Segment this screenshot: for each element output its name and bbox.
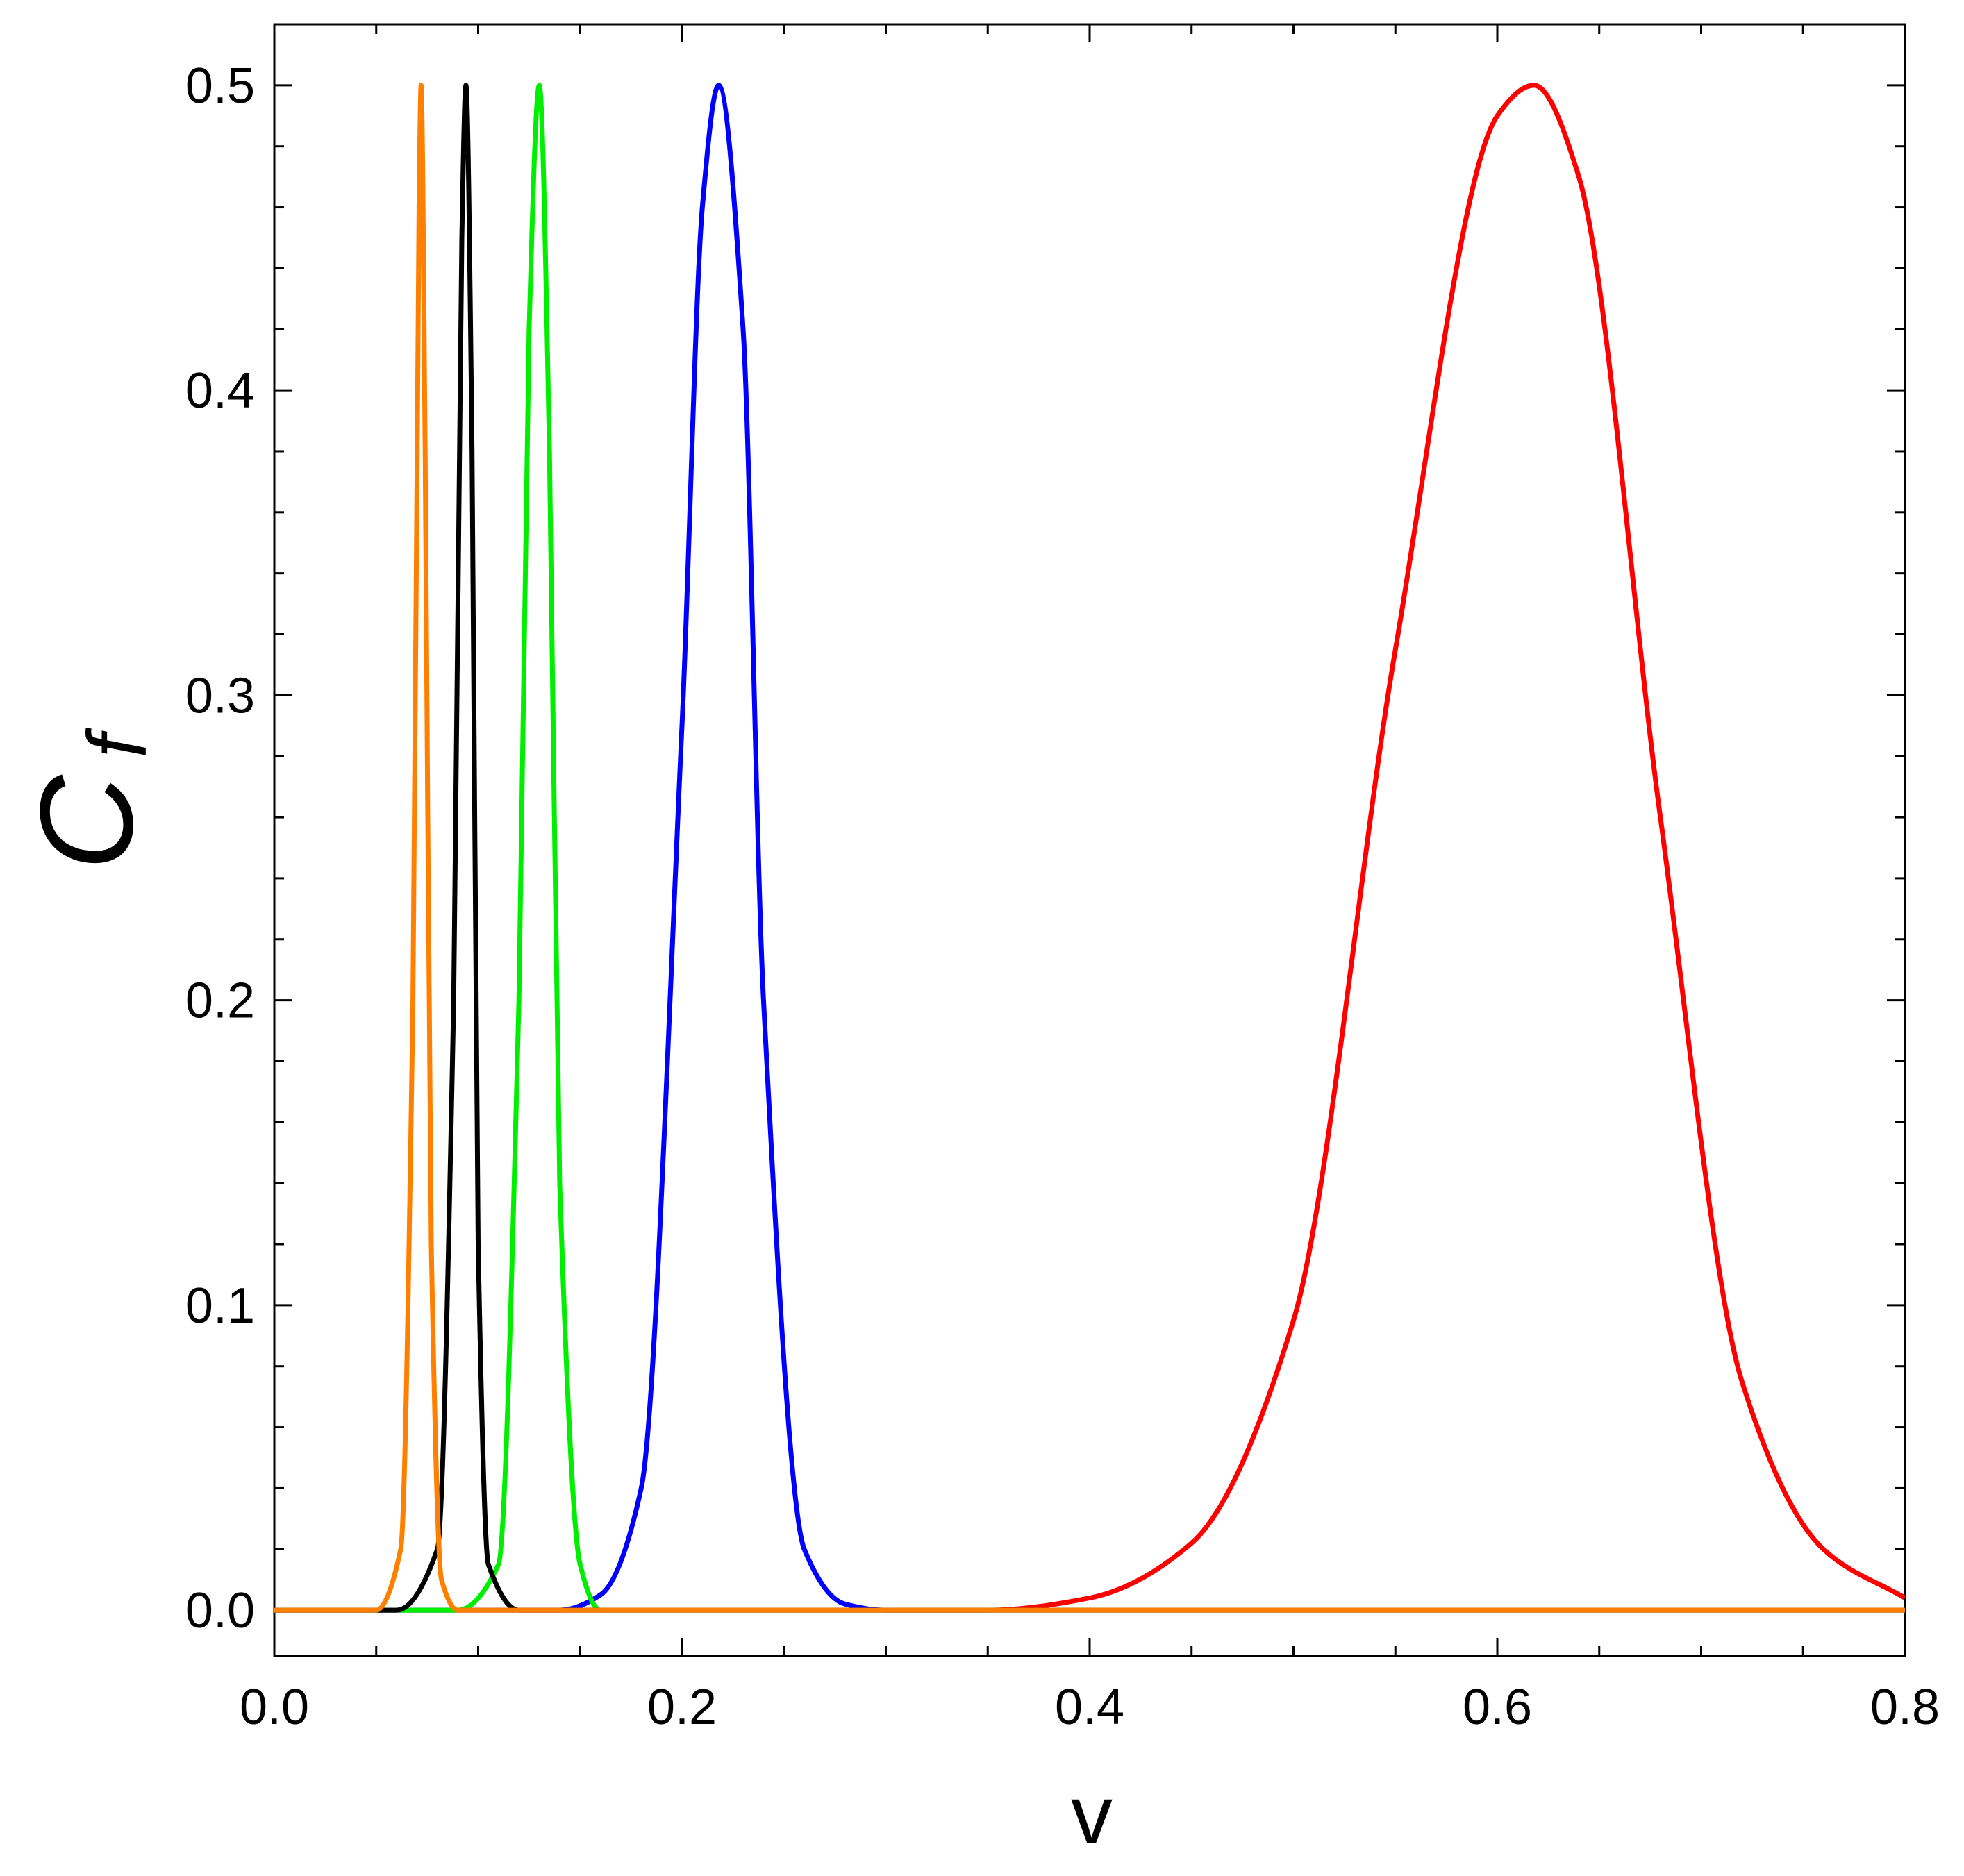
y-tick-label: 0.4 (185, 363, 255, 419)
y-tick-label: 0.1 (185, 1278, 255, 1334)
axis-ticks (273, 23, 1906, 1656)
svg-text:C: C (13, 774, 160, 871)
svg-text:f: f (71, 728, 164, 758)
x-tick-label: 0.2 (647, 1680, 717, 1735)
series-group (274, 83, 1905, 1613)
y-tick-label: 0.5 (185, 58, 255, 114)
y-axis-label: C f (13, 728, 164, 871)
series-line-1 (274, 83, 1905, 1613)
y-tick-label: 0.2 (185, 973, 255, 1029)
x-axis-label: v (1071, 1768, 1113, 1861)
x-tick-label: 0.8 (1870, 1680, 1940, 1735)
tick-labels: 0.0 0.2 0.4 0.6 0.8 0.0 0.1 0.2 0.3 0.4 0.5 (185, 58, 1940, 1735)
x-tick-label: 0.6 (1463, 1680, 1532, 1735)
x-tick-label: 0.0 (240, 1680, 309, 1735)
series-line-5 (274, 83, 1905, 1613)
series-line-2 (274, 83, 1905, 1613)
y-tick-label: 0.3 (185, 668, 255, 723)
y-tick-label: 0.0 (185, 1583, 255, 1639)
x-tick-label: 0.4 (1055, 1680, 1124, 1735)
series-line-3 (274, 83, 1905, 1613)
